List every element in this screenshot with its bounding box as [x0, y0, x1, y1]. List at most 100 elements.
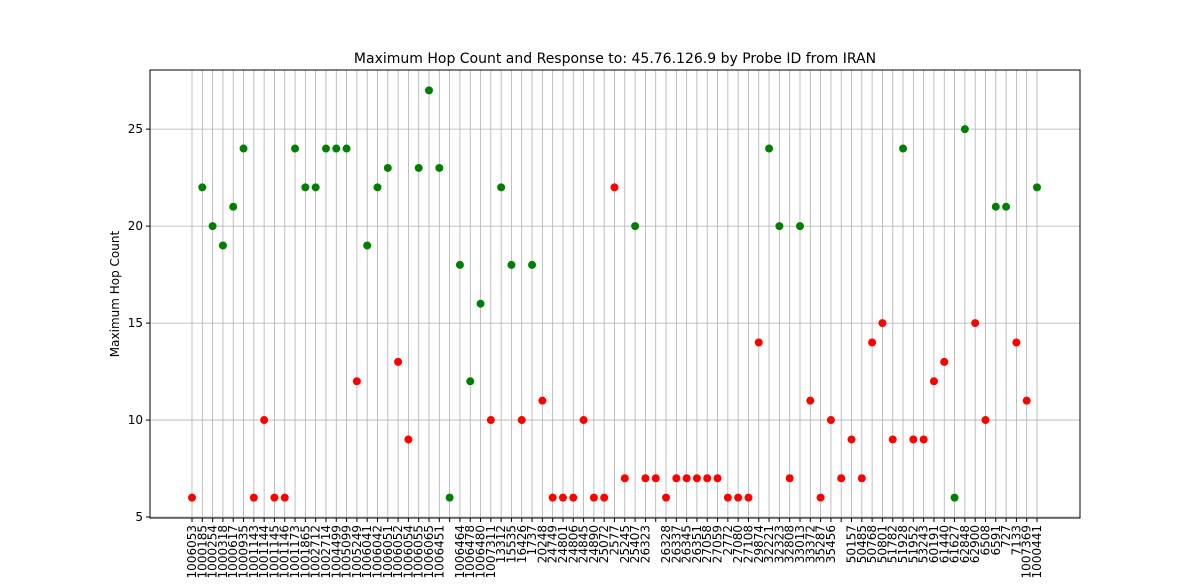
point: [528, 260, 537, 269]
y-tick-label: 10: [128, 413, 143, 427]
x-tick-label: 6508: [978, 525, 992, 556]
x-tick-label: 1006065: [422, 525, 436, 578]
x-tick-label: 32221: [762, 525, 776, 563]
x-tick-label: 20248: [535, 525, 549, 563]
x-tick-label: 29874: [752, 525, 766, 563]
point: [280, 493, 289, 502]
point: [414, 163, 423, 172]
point: [806, 396, 815, 405]
point: [641, 474, 650, 483]
x-tick-label: 26323: [638, 525, 652, 563]
y-tick-label: 20: [128, 219, 143, 233]
point: [692, 474, 701, 483]
point: [229, 202, 238, 211]
point: [816, 493, 825, 502]
point: [239, 144, 248, 153]
point: [734, 493, 743, 502]
x-tick-label: 6591: [989, 525, 1003, 556]
x-tick-label: 1006478: [463, 525, 477, 578]
point: [981, 416, 990, 425]
point: [744, 493, 753, 502]
point: [971, 319, 980, 328]
x-tick-label: 1000935: [237, 525, 251, 578]
x-tick-label: 24749: [546, 525, 560, 563]
x-tick-label: 1006055: [412, 525, 426, 578]
chart-title: Maximum Hop Count and Response to: 45.76…: [354, 51, 876, 67]
point: [868, 338, 877, 347]
x-tick-label: 13312: [494, 525, 508, 563]
point: [455, 260, 464, 269]
x-tick-label: 51782: [886, 525, 900, 563]
x-tick-label: 35456: [824, 525, 838, 563]
x-tick-label: 26328: [659, 525, 673, 563]
point: [394, 357, 403, 366]
point: [610, 183, 619, 192]
point: [991, 202, 1000, 211]
x-tick-label: 1001143: [247, 525, 261, 578]
x-tick-label: 26337: [669, 525, 683, 563]
point: [404, 435, 413, 444]
x-tick-label: 1006480: [474, 525, 488, 578]
x-tick-label: 53243: [917, 525, 931, 563]
point: [888, 435, 897, 444]
point: [723, 493, 732, 502]
point: [383, 163, 392, 172]
x-tick-label: 25407: [628, 525, 642, 563]
x-tick-label: 2772: [721, 525, 735, 556]
point: [569, 493, 578, 502]
point: [270, 493, 279, 502]
x-tick-label: 1000254: [206, 525, 220, 578]
y-tick-label: 5: [135, 510, 143, 524]
x-tick-label: 60191: [927, 525, 941, 563]
x-tick-label: 50801: [875, 525, 889, 563]
x-tick-label: 1006464: [453, 525, 467, 578]
x-tick-label: 1005249: [350, 525, 364, 578]
x-tick-label: 15535: [504, 525, 518, 563]
point: [260, 416, 269, 425]
point: [342, 144, 351, 153]
point: [198, 183, 207, 192]
x-tick-label: 1000441: [1030, 525, 1044, 578]
x-tick-label: 24801: [556, 525, 570, 563]
point: [713, 474, 722, 483]
point: [558, 493, 567, 502]
point: [486, 416, 495, 425]
x-tick-label: 1000617: [226, 525, 240, 578]
x-tick-label: 1001865: [298, 525, 312, 578]
x-tick-label: 1001173: [288, 525, 302, 578]
point: [651, 474, 660, 483]
x-tick-label: 62848: [958, 525, 972, 563]
point: [837, 474, 846, 483]
x-tick-label: 1737: [525, 525, 539, 556]
x-tick-label: 33013: [793, 525, 807, 563]
point: [301, 183, 310, 192]
x-tick-label: 1007311: [484, 525, 498, 578]
point: [538, 396, 547, 405]
x-tick-label: 32808: [783, 525, 797, 563]
x-tick-label: 1004499: [329, 525, 343, 578]
point: [795, 222, 804, 231]
point: [960, 125, 969, 134]
point: [218, 241, 227, 250]
point: [672, 474, 681, 483]
x-tick-label: 27108: [741, 525, 755, 563]
point: [579, 416, 588, 425]
x-tick-label: 24890: [587, 525, 601, 563]
point: [373, 183, 382, 192]
point: [857, 474, 866, 483]
x-tick-label: 51928: [896, 525, 910, 563]
x-tick-label: 1006042: [370, 525, 384, 578]
x-tick-label: 62900: [968, 525, 982, 563]
point: [476, 299, 485, 308]
point: [352, 377, 361, 386]
x-tick-label: 1006041: [360, 525, 374, 578]
x-tick-label: 61627: [948, 525, 962, 563]
x-tick-label: 1005099: [340, 525, 354, 578]
point: [208, 222, 217, 231]
point: [600, 493, 609, 502]
point: [754, 338, 763, 347]
x-tick-label: 25245: [618, 525, 632, 563]
x-tick-label: 1006053: [185, 525, 199, 578]
point: [919, 435, 928, 444]
x-tick-label: 24806: [566, 525, 580, 563]
